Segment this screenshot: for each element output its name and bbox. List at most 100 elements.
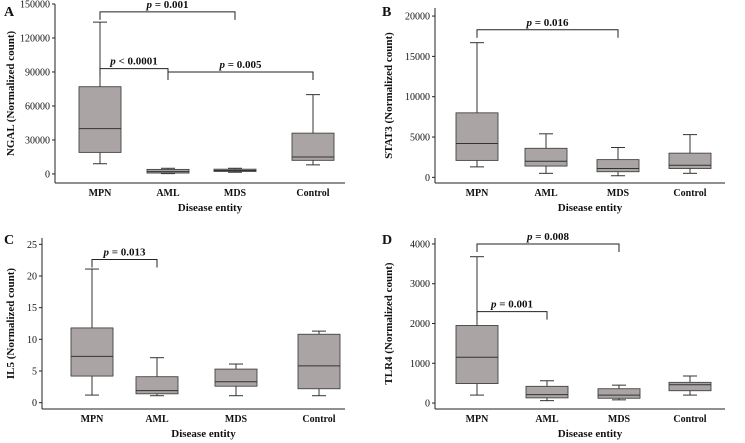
y-axis-title: IL5 (Normalized count) bbox=[5, 268, 17, 380]
iqr-box bbox=[78, 86, 122, 153]
y-tick-label: 30000 bbox=[25, 135, 50, 146]
x-axis-title: Disease entity bbox=[558, 428, 623, 440]
p-value-label: p = 0.001 bbox=[145, 0, 188, 11]
box-aml bbox=[525, 380, 569, 402]
bracket-line bbox=[167, 71, 314, 80]
x-category-label: Control bbox=[296, 188, 329, 199]
y-tick-label: 3000 bbox=[410, 279, 430, 290]
y-tick-label: 2000 bbox=[410, 319, 430, 330]
box-mpn bbox=[70, 268, 114, 396]
y-axis-title: NGAL (Normalized count) bbox=[5, 31, 17, 157]
significance-bracket: p = 0.013 bbox=[91, 247, 158, 268]
iqr-box bbox=[525, 385, 569, 399]
x-category-label: Control bbox=[673, 188, 706, 199]
y-tick-label: 5 bbox=[32, 367, 37, 378]
p-value-label: p = 0.016 bbox=[525, 17, 569, 29]
iqr-box bbox=[297, 333, 341, 390]
y-tick-label: 5000 bbox=[410, 133, 430, 144]
y-tick-label: 10 bbox=[27, 335, 37, 346]
x-axis-title: Disease entity bbox=[558, 202, 623, 214]
iqr-box bbox=[455, 325, 499, 384]
x-category-label: MPN bbox=[81, 414, 105, 425]
y-tick-label: 20000 bbox=[405, 12, 430, 23]
y-tick-label: 4000 bbox=[410, 239, 430, 250]
box-aml bbox=[135, 357, 179, 397]
x-category-label: MDS bbox=[225, 414, 248, 425]
y-tick-label: 0 bbox=[425, 399, 430, 410]
x-category-label: MDS bbox=[607, 188, 630, 199]
y-tick-label: 90000 bbox=[25, 67, 50, 78]
y-tick-label: 25 bbox=[27, 240, 37, 251]
panel-d: D 0 1000 2000 3000 4000 TLR4 (Normalized count… bbox=[382, 231, 725, 440]
y-tick-label: 0 bbox=[45, 169, 50, 180]
iqr-box bbox=[596, 159, 640, 173]
x-category-label: AML bbox=[535, 414, 559, 425]
p-value-label: p < 0.0001 bbox=[109, 56, 158, 68]
y-tick-label: 1000 bbox=[410, 359, 430, 370]
bracket-line bbox=[99, 11, 236, 20]
box-mpn bbox=[455, 42, 499, 168]
iqr-box bbox=[214, 368, 258, 387]
y-tick-label: 15 bbox=[27, 303, 37, 314]
y-tick-label: 150000 bbox=[20, 0, 50, 11]
panel-letter: C bbox=[4, 233, 14, 248]
x-category-label: AML bbox=[145, 414, 169, 425]
iqr-box bbox=[135, 376, 179, 395]
bracket-line bbox=[476, 243, 620, 252]
bracket-line bbox=[476, 29, 619, 38]
box-control bbox=[291, 94, 335, 166]
p-value-label: p = 0.008 bbox=[526, 231, 570, 243]
box-mds bbox=[214, 363, 258, 397]
y-axis-title: TLR4 (Normalized count) bbox=[383, 262, 395, 385]
box-mds bbox=[213, 167, 257, 173]
box-aml bbox=[524, 133, 568, 174]
x-category-label: AML bbox=[156, 188, 180, 199]
x-axis-title: Disease entity bbox=[178, 202, 243, 214]
y-tick-label: 60000 bbox=[25, 101, 50, 112]
bracket-line bbox=[91, 259, 158, 268]
p-value-label: p = 0.005 bbox=[218, 59, 262, 71]
y-tick-label: 20 bbox=[27, 272, 37, 283]
panel-letter: D bbox=[382, 233, 392, 248]
iqr-box bbox=[597, 388, 641, 399]
iqr-box bbox=[668, 381, 712, 392]
bracket-line bbox=[99, 68, 169, 77]
y-tick-label: 15000 bbox=[405, 52, 430, 63]
box-mds bbox=[596, 147, 640, 177]
x-axis-title: Disease entity bbox=[171, 428, 236, 440]
box-control bbox=[297, 330, 341, 397]
y-tick-label: 0 bbox=[32, 398, 37, 409]
x-category-label: Control bbox=[302, 414, 335, 425]
bracket-line bbox=[476, 311, 548, 320]
box-mpn bbox=[455, 256, 499, 396]
panel-c: C 0 5 10 15 20 25 IL5 (Normalized count) Disease… bbox=[4, 233, 345, 440]
iqr-box bbox=[455, 112, 499, 161]
x-category-label: MPN bbox=[89, 188, 113, 199]
significance-bracket: p = 0.005 bbox=[167, 59, 314, 80]
panel-letter: A bbox=[4, 5, 15, 20]
significance-bracket: p = 0.001 bbox=[99, 0, 236, 20]
box-mds bbox=[597, 384, 641, 401]
y-tick-label: 120000 bbox=[20, 33, 50, 44]
panel-a: A 0 30000 60000 90000 120000 150000 NGAL (Norma… bbox=[4, 0, 345, 214]
y-tick-label: 0 bbox=[425, 173, 430, 184]
box-control bbox=[668, 134, 712, 174]
x-category-label: MDS bbox=[608, 414, 631, 425]
significance-bracket: p = 0.008 bbox=[476, 231, 620, 252]
panel-letter: B bbox=[382, 5, 391, 20]
x-category-label: MPN bbox=[466, 414, 490, 425]
significance-bracket: p = 0.016 bbox=[476, 17, 619, 38]
p-value-label: p = 0.001 bbox=[490, 299, 533, 311]
panel-b: B 0 5000 10000 15000 20000 STAT3 (Normalized c… bbox=[382, 5, 725, 214]
iqr-box bbox=[668, 152, 712, 169]
significance-bracket: p < 0.0001 bbox=[99, 56, 169, 77]
x-category-label: MPN bbox=[466, 188, 490, 199]
y-axis-title: STAT3 (Normalized count) bbox=[383, 32, 395, 159]
iqr-box bbox=[70, 327, 114, 377]
box-aml bbox=[146, 167, 190, 175]
x-category-label: MDS bbox=[224, 188, 247, 199]
iqr-box bbox=[524, 147, 568, 167]
iqr-box bbox=[291, 132, 335, 161]
box-control bbox=[668, 375, 712, 396]
